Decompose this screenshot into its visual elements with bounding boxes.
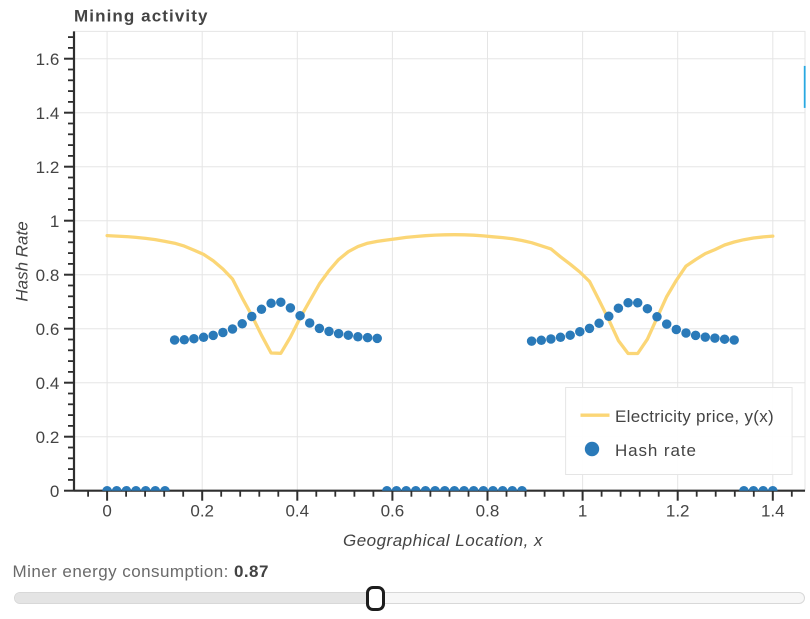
svg-text:1.4: 1.4 — [36, 104, 60, 123]
svg-text:0.6: 0.6 — [36, 320, 60, 339]
svg-text:0: 0 — [50, 482, 59, 501]
svg-text:1: 1 — [578, 501, 587, 520]
svg-text:0.8: 0.8 — [476, 501, 500, 520]
svg-text:Mining activity: Mining activity — [74, 7, 209, 26]
svg-text:0.4: 0.4 — [285, 501, 309, 520]
svg-text:1: 1 — [50, 212, 59, 231]
svg-text:Hash Rate: Hash Rate — [13, 221, 32, 301]
svg-text:1.6: 1.6 — [36, 50, 60, 69]
svg-text:Hash rate: Hash rate — [615, 441, 697, 460]
svg-text:0.6: 0.6 — [381, 501, 405, 520]
svg-text:0.4: 0.4 — [36, 374, 60, 393]
svg-text:0.2: 0.2 — [36, 428, 60, 447]
svg-text:1.4: 1.4 — [761, 501, 785, 520]
svg-text:0.2: 0.2 — [190, 501, 214, 520]
svg-text:1.2: 1.2 — [666, 501, 690, 520]
svg-text:Electricity price, y(x): Electricity price, y(x) — [615, 407, 774, 426]
svg-text:0: 0 — [102, 501, 111, 520]
svg-text:1.2: 1.2 — [36, 158, 60, 177]
svg-text:Geographical Location, x: Geographical Location, x — [343, 531, 543, 550]
svg-text:0.8: 0.8 — [36, 266, 60, 285]
